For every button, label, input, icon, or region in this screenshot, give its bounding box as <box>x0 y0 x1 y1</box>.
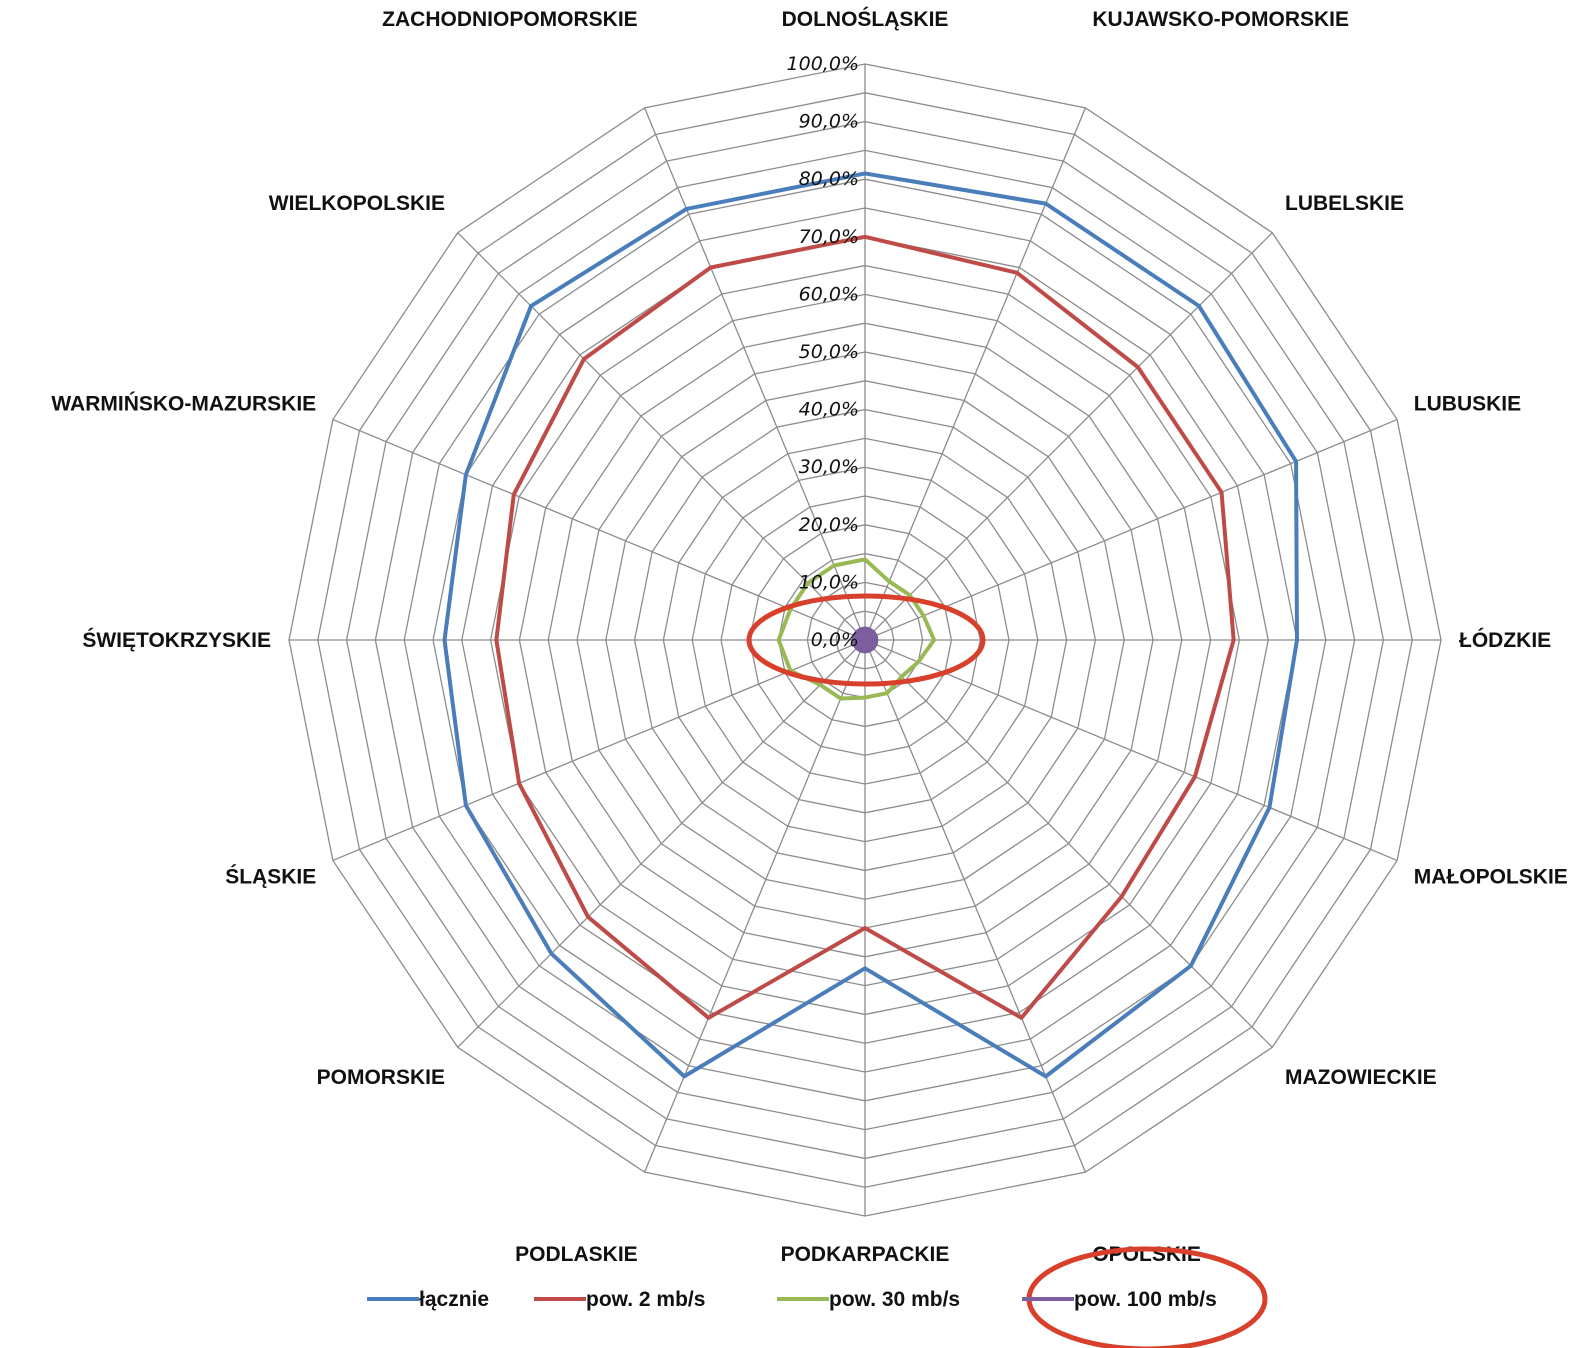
category-label: WIELKOPOLSKIE <box>269 192 445 215</box>
series-line-2 <box>494 234 1236 1020</box>
category-label: LUBELSKIE <box>1285 192 1404 215</box>
grid-spoke <box>332 639 866 862</box>
category-label: KUJAWSKO-POMORSKIE <box>1092 8 1349 31</box>
legend-label: pow. 100 mb/s <box>1074 1288 1217 1311</box>
radar-grid <box>288 63 1442 1217</box>
grid-spoke <box>864 232 1273 641</box>
tick-label: 100,0% <box>787 53 859 75</box>
series-line-3 <box>776 557 937 701</box>
category-label: OPOLSKIE <box>1092 1243 1201 1266</box>
category-label: ZACHODNIOPOMORSKIE <box>382 8 638 31</box>
legend-label: pow. 30 mb/s <box>829 1288 960 1311</box>
grid-spoke <box>643 107 866 641</box>
tick-label: 80,0% <box>799 168 859 190</box>
tick-label: 70,0% <box>799 226 859 248</box>
tick-label: 50,0% <box>799 341 859 363</box>
category-label: MAŁOPOLSKIE <box>1414 865 1568 888</box>
highlight-ellipse-center <box>746 593 986 687</box>
category-label: ŁÓDZKIE <box>1459 628 1551 652</box>
legend: łącznie pow. 2 mb/s pow. 30 mb/s pow. 100 m… <box>367 1288 1217 1311</box>
grid-spoke <box>643 639 866 1173</box>
tick-label: 10,0% <box>799 571 859 593</box>
grid-spoke <box>864 639 1398 862</box>
grid-spoke <box>457 232 866 641</box>
grid-spoke <box>332 418 866 641</box>
category-label: ŚWIĘTOKRZYSKIE <box>82 628 271 652</box>
category-labels: DOLNOŚLĄSKIE KUJAWSKO-POMORSKIE LUBELSKIE L… <box>51 7 1567 1266</box>
tick-label: 0,0% <box>811 629 859 651</box>
radar-series <box>442 171 1299 1079</box>
category-label: LUBUSKIE <box>1414 393 1521 416</box>
category-label: DOLNOŚLĄSKIE <box>782 7 949 31</box>
category-label: PODLASKIE <box>515 1243 638 1266</box>
category-label: POMORSKIE <box>317 1066 445 1089</box>
radial-axis-ticks: 0,0% 10,0% 20,0% 30,0% 40,0% 50,0% 60,0% 70,0% 8… <box>787 53 859 651</box>
grid-spoke <box>457 639 866 1048</box>
legend-label: łącznie <box>419 1288 489 1311</box>
grid-spoke <box>864 639 1273 1048</box>
tick-label: 30,0% <box>799 456 859 478</box>
tick-label: 40,0% <box>799 399 859 421</box>
category-label: PODKARPACKIE <box>781 1243 950 1266</box>
legend-label: pow. 2 mb/s <box>586 1288 705 1311</box>
highlight-annotations <box>746 593 1268 1348</box>
grid-spoke <box>864 418 1398 641</box>
tick-label: 60,0% <box>799 283 859 305</box>
category-label: MAZOWIECKIE <box>1285 1066 1437 1089</box>
series-line-1 <box>442 171 1299 1079</box>
series-line-4 <box>851 626 879 654</box>
category-label: ŚLĄSKIE <box>225 864 316 888</box>
grid-spoke <box>864 639 1087 1173</box>
category-label: WARMIŃSKO-MAZURSKIE <box>51 393 316 416</box>
tick-label: 20,0% <box>799 514 859 536</box>
grid-spoke <box>864 107 1087 641</box>
tick-label: 90,0% <box>799 111 859 133</box>
